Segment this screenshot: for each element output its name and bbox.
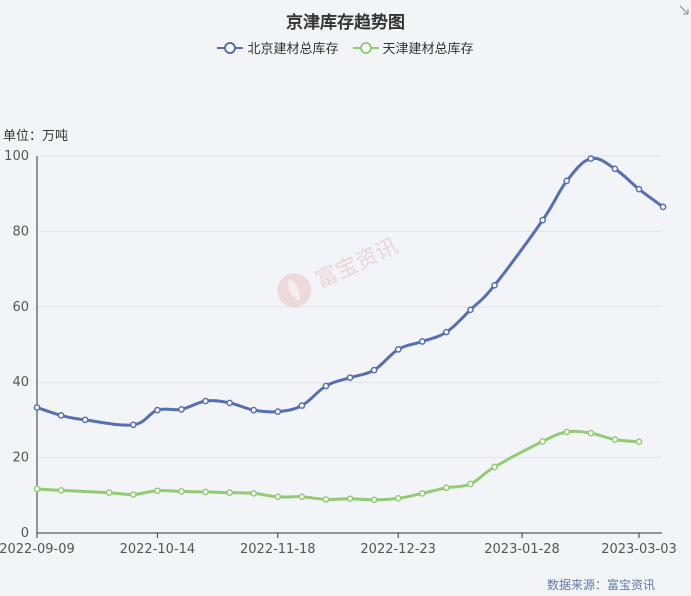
data-point-series-1 [491, 463, 498, 471]
data-point-series-0 [467, 306, 474, 314]
data-point-series-1 [635, 438, 643, 446]
data-point-series-0 [33, 404, 41, 411]
x-tick-label: 2023-01-28 [484, 542, 560, 557]
data-point-series-1 [443, 484, 450, 492]
data-point-series-0 [81, 416, 89, 424]
data-point-series-0 [202, 397, 209, 405]
data-point-series-1 [346, 495, 354, 503]
data-point-series-1 [611, 436, 619, 443]
data-point-series-0 [539, 216, 547, 224]
data-point-series-1 [322, 496, 330, 503]
legend-label-beijing: 北京建材总库存 [247, 42, 339, 57]
data-point-series-1 [226, 489, 233, 497]
data-point-series-0 [298, 402, 306, 409]
data-point-series-1 [274, 493, 282, 501]
y-tick-label: 20 [12, 451, 29, 466]
legend: 北京建材总库存 天津建材总库存 [0, 38, 691, 57]
data-point-series-1 [587, 429, 595, 437]
y-tick-label: 60 [12, 300, 29, 315]
legend-item-beijing[interactable]: 北京建材总库存 [217, 38, 339, 57]
data-point-series-0 [659, 203, 667, 211]
legend-marker-beijing [217, 41, 244, 54]
legend-marker-tianjin [352, 41, 379, 54]
x-tick-label: 2022-12-23 [360, 542, 436, 557]
y-tick-label: 0 [21, 526, 29, 541]
data-point-series-1 [394, 494, 402, 502]
legend-label-tianjin: 天津建材总库存 [382, 42, 474, 57]
series-line-1 [35, 429, 641, 502]
data-point-series-0 [129, 421, 137, 429]
unit-label: 单位：万吨 [3, 129, 69, 144]
data-point-series-0 [635, 185, 643, 193]
data-point-series-1 [129, 491, 137, 498]
data-point-series-0 [226, 399, 233, 407]
chart-title: 京津库存趋势图 [286, 13, 405, 33]
series-line-0 [35, 156, 665, 427]
data-point-series-0 [394, 346, 402, 353]
data-point-series-1 [467, 480, 474, 488]
data-point-series-1 [563, 428, 571, 436]
data-point-series-1 [105, 489, 113, 497]
data-point-series-0 [154, 406, 161, 414]
data-point-series-1 [250, 490, 258, 497]
data-point-series-0 [563, 177, 571, 185]
data-point-series-0 [443, 328, 450, 336]
data-point-series-1 [539, 438, 547, 445]
data-point-series-0 [274, 408, 282, 415]
data-point-series-1 [370, 496, 378, 504]
data-point-series-1 [178, 488, 185, 495]
y-tick-label: 100 [4, 149, 29, 164]
data-point-series-0 [322, 382, 330, 390]
data-point-series-0 [250, 406, 258, 414]
watermark-logo-icon [277, 273, 312, 308]
source-label: 数据来源：富宝资讯 [547, 578, 656, 592]
data-point-series-1 [33, 485, 41, 493]
data-point-series-1 [418, 490, 426, 497]
data-point-series-1 [154, 487, 161, 495]
x-tick-label: 2022-09-09 [0, 542, 75, 557]
data-point-series-0 [178, 405, 185, 413]
x-tick-label: 2022-10-14 [120, 542, 196, 557]
data-point-series-0 [370, 366, 378, 374]
data-point-series-0 [418, 338, 426, 345]
y-tick-label: 80 [12, 224, 29, 239]
x-tick-label: 2023-03-03 [601, 542, 677, 557]
data-point-series-0 [57, 412, 65, 419]
x-tick-label: 2022-11-18 [240, 542, 316, 557]
data-point-series-1 [298, 493, 306, 501]
restore-icon[interactable] [678, 4, 690, 16]
data-point-series-0 [491, 281, 498, 289]
data-point-series-0 [611, 165, 619, 173]
data-point-series-0 [587, 155, 595, 162]
legend-item-tianjin[interactable]: 天津建材总库存 [352, 38, 474, 57]
data-point-series-1 [202, 488, 209, 496]
data-point-series-1 [57, 487, 65, 494]
data-point-series-0 [346, 374, 354, 382]
watermark: 富宝资讯 [270, 227, 403, 315]
y-tick-label: 40 [12, 375, 29, 390]
